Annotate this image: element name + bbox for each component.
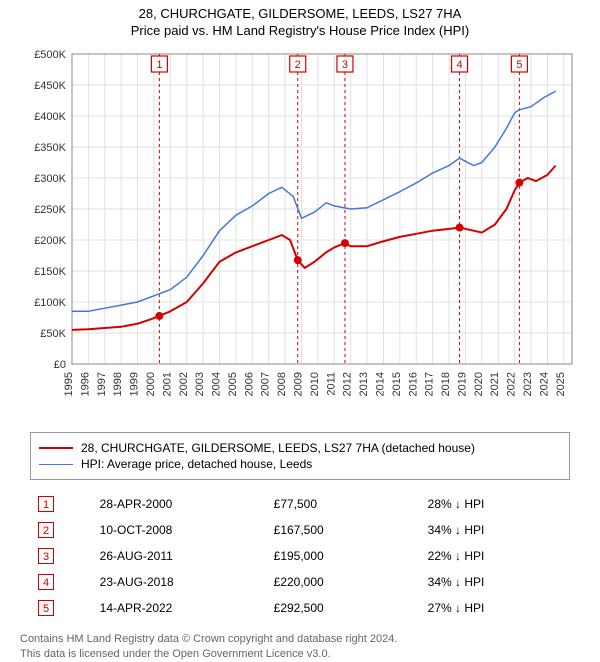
table-cell: 27% ↓ HPI <box>422 596 568 620</box>
svg-text:£0: £0 <box>54 359 66 371</box>
svg-text:2017: 2017 <box>424 372 436 396</box>
table-row: 4 23-AUG-2018£220,00034% ↓ HPI <box>32 570 568 594</box>
svg-text:2001: 2001 <box>161 372 173 396</box>
svg-text:1995: 1995 <box>63 372 75 396</box>
svg-text:£400K: £400K <box>34 111 66 123</box>
legend: 28, CHURCHGATE, GILDERSOME, LEEDS, LS27 … <box>30 432 570 480</box>
svg-text:£100K: £100K <box>34 297 66 309</box>
copyright: Contains HM Land Registry data © Crown c… <box>20 632 580 662</box>
table-row: 5 14-APR-2022£292,50027% ↓ HPI <box>32 596 568 620</box>
svg-text:£350K: £350K <box>34 142 66 154</box>
svg-text:2007: 2007 <box>260 372 272 396</box>
table-cell: 34% ↓ HPI <box>422 570 568 594</box>
event-marker: 5 <box>38 600 54 616</box>
svg-text:2020: 2020 <box>473 372 485 396</box>
svg-text:£500K: £500K <box>34 49 66 61</box>
table-row: 3 26-AUG-2011£195,00022% ↓ HPI <box>32 544 568 568</box>
table-cell: 34% ↓ HPI <box>422 518 568 542</box>
price-chart: £0 £50K £100K £150K £200K £250K £300K £350K £400… <box>20 44 580 424</box>
event-marker: 4 <box>38 574 54 590</box>
table-cell: 28% ↓ HPI <box>422 492 568 516</box>
table-cell: 28-APR-2000 <box>94 492 266 516</box>
table-cell: £292,500 <box>268 596 420 620</box>
svg-text:2025: 2025 <box>555 372 567 396</box>
title-line1: 28, CHURCHGATE, GILDERSOME, LEEDS, LS27 … <box>0 6 600 21</box>
svg-text:2016: 2016 <box>407 372 419 396</box>
svg-text:2003: 2003 <box>194 372 206 396</box>
svg-text:2000: 2000 <box>145 372 157 396</box>
chart-container: £0 £50K £100K £150K £200K £250K £300K £350K £400… <box>20 44 580 424</box>
table-cell: 14-APR-2022 <box>94 596 266 620</box>
chart-titles: 28, CHURCHGATE, GILDERSOME, LEEDS, LS27 … <box>0 0 600 38</box>
legend-row: HPI: Average price, detached house, Leed… <box>39 457 561 471</box>
svg-text:1: 1 <box>156 59 162 71</box>
svg-text:£250K: £250K <box>34 204 66 216</box>
events-table: 1 28-APR-2000£77,50028% ↓ HPI 2 10-OCT-2008… <box>30 490 570 622</box>
table-cell: 10-OCT-2008 <box>94 518 266 542</box>
event-marker: 3 <box>38 548 54 564</box>
svg-text:4: 4 <box>456 59 462 71</box>
table-row: 1 28-APR-2000£77,50028% ↓ HPI <box>32 492 568 516</box>
svg-text:1998: 1998 <box>112 372 124 396</box>
svg-text:2006: 2006 <box>243 372 255 396</box>
legend-swatch <box>39 464 73 465</box>
svg-text:£50K: £50K <box>40 328 66 340</box>
table-cell: £167,500 <box>268 518 420 542</box>
legend-swatch <box>39 447 73 449</box>
copyright-line1: Contains HM Land Registry data © Crown c… <box>20 632 580 647</box>
event-marker: 2 <box>38 522 54 538</box>
svg-text:2009: 2009 <box>293 372 305 396</box>
svg-text:£450K: £450K <box>34 80 66 92</box>
svg-text:£200K: £200K <box>34 235 66 247</box>
svg-text:1999: 1999 <box>129 372 141 396</box>
table-cell: 26-AUG-2011 <box>94 544 266 568</box>
svg-text:2002: 2002 <box>178 372 190 396</box>
svg-text:2024: 2024 <box>538 372 550 396</box>
svg-text:1996: 1996 <box>79 372 91 396</box>
legend-label: 28, CHURCHGATE, GILDERSOME, LEEDS, LS27 … <box>81 441 475 455</box>
title-line2: Price paid vs. HM Land Registry's House … <box>0 23 600 38</box>
svg-text:2011: 2011 <box>325 372 337 396</box>
table-row: 2 10-OCT-2008£167,50034% ↓ HPI <box>32 518 568 542</box>
svg-text:2022: 2022 <box>506 372 518 396</box>
legend-label: HPI: Average price, detached house, Leed… <box>81 457 312 471</box>
legend-row: 28, CHURCHGATE, GILDERSOME, LEEDS, LS27 … <box>39 441 561 455</box>
svg-text:2004: 2004 <box>211 372 223 396</box>
svg-text:2023: 2023 <box>522 372 534 396</box>
svg-text:2018: 2018 <box>440 372 452 396</box>
table-cell: 4 <box>32 570 92 594</box>
svg-text:2005: 2005 <box>227 372 239 396</box>
table-cell: 22% ↓ HPI <box>422 544 568 568</box>
table-cell: 5 <box>32 596 92 620</box>
svg-text:2012: 2012 <box>342 372 354 396</box>
svg-text:3: 3 <box>342 59 348 71</box>
table-cell: 3 <box>32 544 92 568</box>
table-cell: £77,500 <box>268 492 420 516</box>
svg-text:2021: 2021 <box>489 372 501 396</box>
svg-text:2014: 2014 <box>374 372 386 396</box>
table-cell: 1 <box>32 492 92 516</box>
table-cell: £220,000 <box>268 570 420 594</box>
table-cell: £195,000 <box>268 544 420 568</box>
svg-text:2013: 2013 <box>358 372 370 396</box>
svg-text:2010: 2010 <box>309 372 321 396</box>
svg-text:2019: 2019 <box>456 372 468 396</box>
svg-text:2: 2 <box>295 59 301 71</box>
table-cell: 23-AUG-2018 <box>94 570 266 594</box>
svg-text:1997: 1997 <box>96 372 108 396</box>
svg-text:2015: 2015 <box>391 372 403 396</box>
svg-text:5: 5 <box>516 59 522 71</box>
svg-text:£300K: £300K <box>34 173 66 185</box>
svg-text:2008: 2008 <box>276 372 288 396</box>
copyright-line2: This data is licensed under the Open Gov… <box>20 647 580 662</box>
table-cell: 2 <box>32 518 92 542</box>
svg-text:£150K: £150K <box>34 266 66 278</box>
event-marker: 1 <box>38 496 54 512</box>
